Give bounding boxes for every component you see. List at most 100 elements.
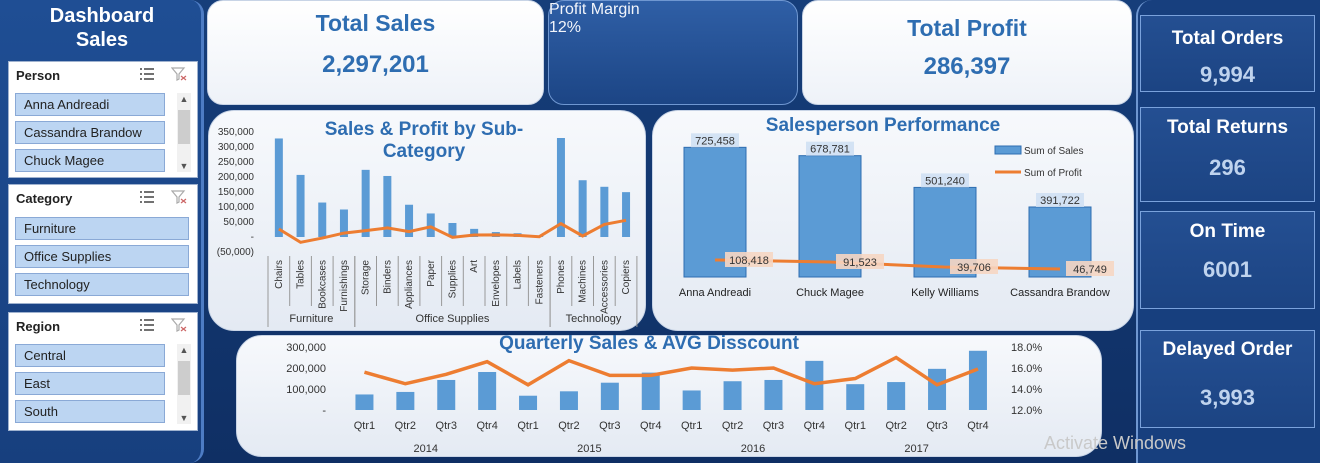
- quarter-sales-bar: [519, 395, 538, 410]
- sales-data-label: 501,240: [925, 175, 965, 187]
- year-label: 2017: [904, 443, 928, 455]
- scroll-thumb[interactable]: [178, 110, 190, 144]
- sales-label-bg: [806, 141, 854, 156]
- quarter-sales-bar: [600, 382, 619, 410]
- person-item-2[interactable]: Chuck Magee: [15, 149, 165, 172]
- person-item-1[interactable]: Cassandra Brandow: [15, 121, 165, 144]
- category-item-2[interactable]: Technology: [15, 273, 189, 296]
- quarterly-chart-panel: [236, 335, 1102, 457]
- profit-data-label: 108,418: [729, 255, 769, 267]
- salesperson-name: Kelly Williams: [911, 287, 979, 299]
- category-label: Envelopes: [491, 260, 502, 307]
- year-label: 2016: [741, 443, 765, 455]
- delayed-order-label: Delayed Order: [1162, 339, 1293, 360]
- category-slicer-title: Category: [16, 191, 73, 206]
- y-right-tick-label: 12.0%: [1011, 405, 1042, 417]
- multi-select-icon[interactable]: [139, 318, 155, 332]
- y-right-tick-label: 14.0%: [1011, 384, 1042, 396]
- on-time-label: On Time: [1189, 221, 1266, 242]
- category-label: Machines: [578, 260, 589, 303]
- category-slicer: Category Furniture Office Supplies Techn…: [8, 184, 198, 304]
- dashboard-title-line1: Dashboard: [49, 5, 155, 27]
- region-item-0[interactable]: Central: [15, 344, 165, 367]
- sales-data-label: 678,781: [810, 144, 850, 156]
- scroll-down-icon[interactable]: ▼: [179, 161, 189, 171]
- region-slicer-title: Region: [16, 319, 61, 334]
- clear-filter-icon[interactable]: [171, 67, 187, 81]
- quarter-label: Qtr3: [926, 420, 947, 432]
- group-label: Technology: [566, 313, 622, 325]
- category-item-0[interactable]: Furniture: [15, 217, 189, 240]
- category-label: Copiers: [621, 260, 632, 294]
- region-item-1[interactable]: East: [15, 372, 165, 395]
- salesperson-name: Anna Andreadi: [679, 287, 751, 299]
- category-label: Bookcases: [317, 260, 328, 309]
- salesperson-name: Cassandra Brandow: [1010, 287, 1110, 299]
- total-returns-card: Total Returns 296: [1140, 107, 1315, 202]
- dashboard-title-line2: Sales: [75, 29, 129, 51]
- scroll-thumb[interactable]: [178, 361, 190, 395]
- person-item-0[interactable]: Anna Andreadi: [15, 93, 165, 116]
- category-label: Accessories: [599, 260, 610, 314]
- quarter-sales-bar: [968, 350, 987, 410]
- sales-bar: [405, 204, 414, 237]
- profit-margin-value: 12%: [549, 19, 582, 36]
- sales-bar: [470, 228, 479, 237]
- category-label: Chairs: [274, 260, 285, 289]
- quarter-label: Qtr3: [763, 420, 784, 432]
- quarter-label: Qtr1: [517, 420, 538, 432]
- sales-data-label: 391,722: [1040, 195, 1080, 207]
- y-tick-label: 250,000: [218, 157, 255, 168]
- quarter-label: Qtr1: [681, 420, 702, 432]
- subcategory-chart: 350,000 300,000 250,000 200,000 150,000 100,0…: [217, 127, 638, 327]
- clear-filter-icon[interactable]: [171, 318, 187, 332]
- legend-sales-swatch: [994, 145, 1022, 155]
- category-item-1[interactable]: Office Supplies: [15, 245, 189, 268]
- y-tick-label: 300,000: [218, 142, 255, 153]
- sales-bar: [339, 209, 348, 237]
- category-label: Art: [469, 260, 480, 273]
- y-tick-label: 200,000: [218, 172, 255, 183]
- y-left-tick-label: 100,000: [286, 384, 326, 396]
- sales-bar: [448, 222, 457, 237]
- multi-select-icon[interactable]: [139, 190, 155, 204]
- y-left-tick-label: 200,000: [286, 363, 326, 375]
- on-time-value: 6001: [1203, 257, 1252, 282]
- sales-bar: [622, 192, 631, 237]
- scroll-up-icon[interactable]: ▲: [179, 94, 189, 104]
- category-label: Supplies: [447, 260, 458, 298]
- quarter-label: Qtr2: [722, 420, 743, 432]
- region-scrollbar[interactable]: ▲ ▼: [177, 344, 191, 424]
- quarter-sales-bar: [355, 394, 374, 410]
- year-label: 2015: [577, 443, 601, 455]
- profit-label-bg: [1066, 261, 1114, 276]
- total-sales-label: Total Sales: [315, 10, 436, 36]
- category-label: Phones: [556, 260, 567, 294]
- y-right-tick-label: 18.0%: [1011, 342, 1042, 354]
- quarter-label: Qtr2: [558, 420, 579, 432]
- salesperson-name: Chuck Magee: [796, 287, 864, 299]
- y-tick-label: -: [251, 232, 254, 243]
- quarter-sales-bar: [396, 391, 415, 410]
- region-item-2[interactable]: South: [15, 400, 165, 423]
- quarter-label: Qtr4: [967, 420, 988, 432]
- quarter-sales-bar: [764, 379, 783, 410]
- quarter-sales-bar: [682, 390, 701, 410]
- quarter-label: Qtr1: [354, 420, 375, 432]
- profit-line: [278, 218, 627, 244]
- profit-data-label: 91,523: [843, 257, 877, 269]
- total-orders-card: Total Orders 9,994: [1140, 15, 1315, 92]
- person-slicer: Person Anna Andreadi Cassandra Brandow C…: [8, 61, 198, 178]
- quarter-sales-bar: [559, 391, 578, 410]
- multi-select-icon[interactable]: [139, 67, 155, 81]
- discount-line: [363, 355, 979, 387]
- scroll-up-icon[interactable]: ▲: [179, 345, 189, 355]
- y-left-tick-label: 300,000: [286, 342, 326, 354]
- profit-label-bg: [950, 259, 998, 274]
- total-sales-card: Total Sales 2,297,201: [207, 0, 544, 105]
- delayed-order-card: Delayed Order 3,993: [1140, 330, 1315, 428]
- year-label: 2014: [414, 443, 438, 455]
- scroll-down-icon[interactable]: ▼: [179, 413, 189, 423]
- clear-filter-icon[interactable]: [171, 190, 187, 204]
- person-scrollbar[interactable]: ▲ ▼: [177, 93, 191, 172]
